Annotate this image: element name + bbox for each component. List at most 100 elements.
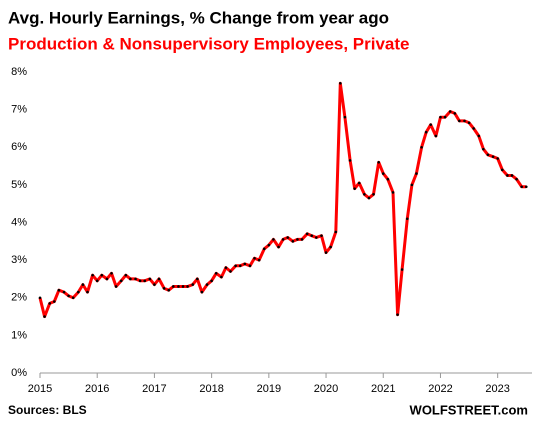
point <box>110 271 113 275</box>
point <box>100 273 104 277</box>
point <box>348 159 352 162</box>
point <box>272 238 275 241</box>
point <box>43 315 46 318</box>
point <box>367 196 371 200</box>
point <box>324 251 328 254</box>
y-tick-label: 6% <box>11 141 27 153</box>
point <box>429 123 433 126</box>
point <box>71 296 75 300</box>
point <box>453 112 457 115</box>
point <box>220 275 223 279</box>
point <box>257 258 261 262</box>
point <box>291 240 295 243</box>
point <box>391 191 395 194</box>
point <box>515 177 518 181</box>
point <box>486 153 490 157</box>
point <box>434 134 438 138</box>
point <box>491 155 495 158</box>
point <box>357 181 361 185</box>
point <box>377 161 380 164</box>
chart-title: Avg. Hourly Earnings, % Change from year… <box>8 8 389 27</box>
y-tick-label: 5% <box>11 179 27 191</box>
x-tick-label: 2017 <box>142 383 166 395</box>
point <box>134 277 137 281</box>
x-tick-label: 2016 <box>85 383 109 395</box>
point <box>196 277 199 281</box>
point <box>410 183 414 187</box>
point <box>119 279 123 283</box>
point <box>262 247 266 251</box>
point <box>320 234 323 237</box>
series-line <box>38 81 527 319</box>
x-tick-label: 2018 <box>199 383 223 395</box>
point <box>77 290 80 294</box>
point <box>300 238 304 241</box>
point <box>286 236 290 239</box>
y-tick-label: 8% <box>11 66 27 78</box>
point <box>463 119 466 123</box>
x-tick-label: 2020 <box>314 383 338 395</box>
point <box>229 270 232 273</box>
x-tick-label: 2023 <box>485 383 509 395</box>
point <box>381 172 385 175</box>
point <box>448 110 452 113</box>
point <box>506 174 509 177</box>
point <box>243 262 247 266</box>
point <box>95 279 99 283</box>
point <box>105 277 109 281</box>
point <box>405 217 409 221</box>
point <box>214 271 218 275</box>
point <box>38 296 42 300</box>
point <box>81 283 85 286</box>
point <box>424 130 428 134</box>
point <box>162 287 166 290</box>
point <box>310 234 314 237</box>
y-tick-label: 7% <box>11 104 27 116</box>
y-tick-label: 4% <box>11 216 27 228</box>
point <box>477 134 481 138</box>
point <box>420 145 423 149</box>
point <box>296 238 299 241</box>
point <box>129 277 132 281</box>
point <box>234 264 237 268</box>
x-tick-label: 2019 <box>257 383 281 395</box>
point <box>281 238 285 241</box>
point <box>171 285 175 288</box>
point <box>482 147 485 151</box>
x-tick-label: 2015 <box>28 383 52 395</box>
point <box>472 127 475 130</box>
point <box>138 279 142 283</box>
point <box>439 115 442 119</box>
point <box>48 302 52 305</box>
point <box>86 290 89 294</box>
point <box>353 187 356 190</box>
point <box>200 290 204 294</box>
point <box>248 264 252 268</box>
point <box>124 273 128 277</box>
point <box>167 288 171 292</box>
point <box>386 177 390 181</box>
point <box>524 185 528 189</box>
point <box>510 174 514 177</box>
point <box>181 285 185 288</box>
point <box>400 268 404 271</box>
point <box>62 290 66 294</box>
point <box>305 232 309 236</box>
point <box>91 273 94 277</box>
point <box>157 277 161 281</box>
point <box>415 172 418 175</box>
point <box>148 277 152 281</box>
point <box>496 157 499 160</box>
point <box>67 294 70 298</box>
point <box>315 236 318 239</box>
point <box>500 168 504 172</box>
point <box>520 185 524 189</box>
point <box>343 115 347 119</box>
point <box>334 230 338 234</box>
y-tick-label: 1% <box>11 329 27 341</box>
point <box>443 115 447 119</box>
x-tick-label: 2022 <box>428 383 452 395</box>
point <box>224 266 228 269</box>
